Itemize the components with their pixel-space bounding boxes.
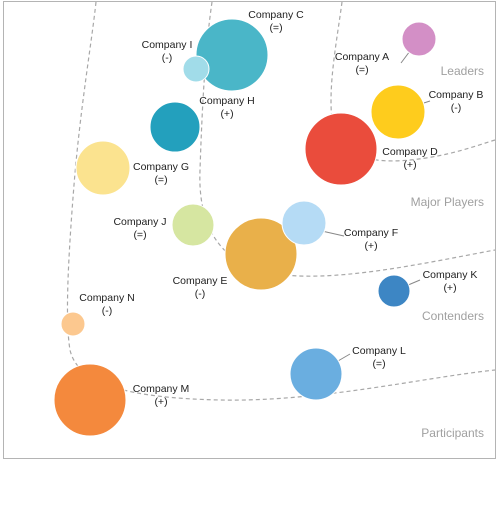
bubble-label-company-i: Company I — [142, 39, 193, 51]
bubble-company-f[interactable] — [281, 200, 327, 246]
bubble-label-company-l: Company L — [352, 345, 406, 357]
bubble-trend-company-h: (+) — [220, 108, 233, 120]
bubble-company-g[interactable] — [75, 140, 131, 196]
bubble-trend-company-c: (=) — [269, 22, 282, 34]
bubble-company-c[interactable] — [195, 18, 269, 92]
bubble-label-company-k: Company K — [423, 269, 478, 281]
bubble-trend-company-m: (+) — [154, 396, 167, 408]
bubble-trend-company-e: (-) — [195, 288, 206, 300]
zone-labels: Leaders Major Players Contenders Partici… — [411, 64, 484, 440]
bubble-trend-company-j: (=) — [133, 229, 146, 241]
bubble-label-company-f: Company F — [344, 227, 398, 239]
bubble-label-company-d: Company D — [382, 146, 438, 158]
bubble-trend-company-i: (-) — [162, 52, 173, 64]
bubble-label-company-e: Company E — [173, 275, 228, 287]
bubble-trend-company-d: (+) — [403, 159, 416, 171]
bubble-company-a[interactable] — [401, 21, 437, 57]
bubble-trend-company-l: (=) — [372, 358, 385, 370]
bubble-company-d[interactable] — [304, 112, 378, 186]
bubble-company-m[interactable] — [53, 363, 127, 437]
bubble-company-k[interactable] — [377, 274, 411, 308]
zone-label-major-players: Major Players — [411, 195, 484, 209]
bubble-trend-company-n: (-) — [102, 305, 113, 317]
zone-label-contenders: Contenders — [422, 309, 484, 323]
bubble-label-company-j: Company J — [113, 216, 166, 228]
zone-boundary-middle — [199, 1, 496, 277]
bubble-label-company-a: Company A — [335, 51, 389, 63]
bubble-label-company-c: Company C — [248, 9, 304, 21]
bubble-label-company-n: Company N — [79, 292, 134, 304]
bubble-trend-company-f: (+) — [364, 240, 377, 252]
zone-label-participants: Participants — [421, 426, 484, 440]
bubble-trend-company-b: (-) — [451, 102, 462, 114]
bubble-trend-company-a: (=) — [355, 64, 368, 76]
bubble-label-company-b: Company B — [429, 89, 484, 101]
bubble-label-company-g: Company G — [133, 161, 189, 173]
zone-boundary-outer — [66, 1, 496, 401]
bubble-company-l[interactable] — [289, 347, 343, 401]
bubble-company-b[interactable] — [370, 84, 426, 140]
bubble-company-n[interactable] — [60, 311, 86, 337]
zone-label-leaders: Leaders — [441, 64, 484, 78]
bubbles — [53, 18, 437, 437]
bubble-company-e[interactable] — [224, 217, 298, 291]
bubble-company-j[interactable] — [171, 203, 215, 247]
bubble-labels: Company A(=)Company B(-)Company C(=)Comp… — [79, 9, 483, 408]
bubble-label-company-h: Company H — [199, 95, 254, 107]
bubble-company-i[interactable] — [182, 55, 210, 83]
bubble-label-company-m: Company M — [133, 383, 190, 395]
bubble-trend-company-g: (=) — [154, 174, 167, 186]
bubble-trend-company-k: (+) — [443, 282, 456, 294]
bubble-company-h[interactable] — [149, 101, 201, 153]
